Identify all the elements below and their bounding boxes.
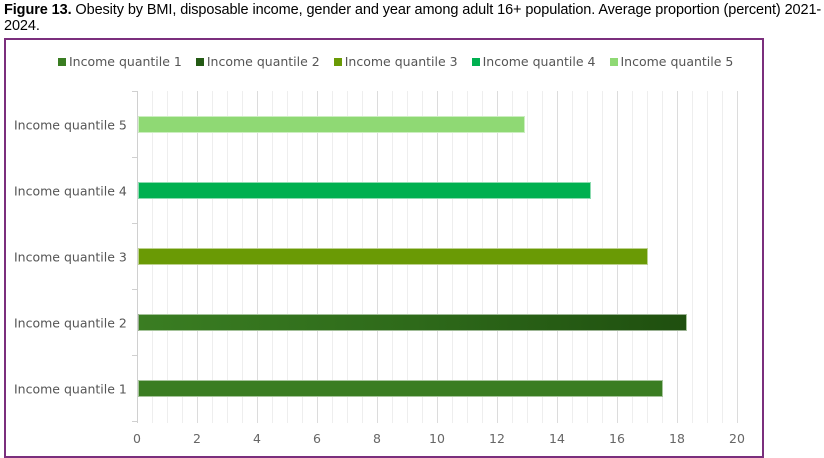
- minor-gridline: [692, 91, 693, 423]
- x-tick-label: 16: [609, 431, 625, 446]
- legend-item-q3: Income quantile 3: [333, 54, 458, 69]
- x-tick-label: 10: [429, 431, 445, 446]
- bar-income-quantile-2: [138, 314, 687, 331]
- legend-label: Income quantile 1: [69, 54, 182, 69]
- x-tick-label: 0: [133, 431, 141, 446]
- legend-swatch-icon: [333, 57, 342, 66]
- legend-swatch-icon: [195, 57, 204, 66]
- figure-caption-text: Obesity by BMI, disposable income, gende…: [4, 2, 822, 34]
- minor-gridline: [722, 91, 723, 423]
- y-label-income-quantile-5: Income quantile 5: [14, 117, 127, 133]
- y-label-income-quantile-3: Income quantile 3: [14, 249, 127, 265]
- legend-label: Income quantile 2: [206, 54, 320, 69]
- bar-income-quantile-5: [138, 116, 525, 133]
- y-axis-tick: [132, 421, 137, 422]
- legend-swatch-icon: [471, 57, 480, 66]
- major-gridline: [677, 91, 678, 423]
- y-axis-line: [137, 91, 138, 423]
- y-axis-tick: [132, 157, 137, 158]
- x-tick-label: 18: [669, 431, 685, 446]
- legend-label: Income quantile 4: [482, 54, 596, 69]
- y-axis-tick: [132, 289, 137, 290]
- minor-gridline: [707, 91, 708, 423]
- figure-caption: Figure 13. Obesity by BMI, disposable in…: [4, 2, 824, 34]
- legend-item-q5: Income quantile 5: [609, 54, 734, 69]
- y-label-income-quantile-1: Income quantile 1: [14, 381, 127, 397]
- x-tick-label: 6: [313, 431, 321, 446]
- x-tick-label: 14: [549, 431, 565, 446]
- x-tick-label: 12: [489, 431, 505, 446]
- x-tick-label: 20: [729, 431, 745, 446]
- minor-gridline: [662, 91, 663, 423]
- legend-label: Income quantile 5: [620, 54, 734, 69]
- y-axis-tick: [132, 355, 137, 356]
- chart-legend: Income quantile 1 Income quantile 2 Inco…: [58, 54, 747, 69]
- y-axis-tick: [132, 91, 137, 92]
- y-axis-tick: [132, 223, 137, 224]
- x-tick-label: 2: [193, 431, 201, 446]
- legend-item-q2: Income quantile 2: [195, 54, 320, 69]
- legend-item-q4: Income quantile 4: [471, 54, 596, 69]
- x-tick-label: 8: [373, 431, 381, 446]
- y-label-income-quantile-2: Income quantile 2: [14, 315, 127, 331]
- major-gridline: [737, 91, 738, 423]
- legend-label: Income quantile 3: [344, 54, 458, 69]
- figure-label: Figure 13.: [4, 2, 72, 18]
- bar-income-quantile-4: [138, 182, 591, 199]
- legend-item-q1: Income quantile 1: [58, 54, 182, 69]
- chart-frame: [4, 38, 764, 458]
- legend-swatch-icon: [609, 57, 618, 66]
- legend-swatch-icon: [58, 57, 66, 66]
- y-label-income-quantile-4: Income quantile 4: [14, 183, 127, 199]
- bar-income-quantile-3: [138, 248, 648, 265]
- bar-income-quantile-1: [138, 380, 663, 397]
- x-tick-label: 4: [253, 431, 261, 446]
